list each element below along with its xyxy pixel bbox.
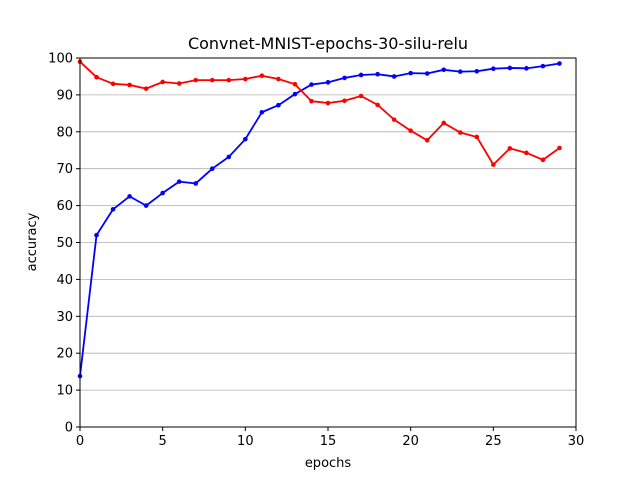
data-point	[309, 98, 314, 104]
data-point	[507, 146, 513, 151]
data-point	[540, 63, 546, 69]
x-tick-label: 10	[237, 434, 254, 449]
data-point	[292, 81, 298, 87]
data-point	[524, 150, 529, 156]
data-point	[309, 82, 314, 87]
y-tick-label: 60	[56, 199, 73, 214]
data-point	[127, 194, 132, 199]
data-point	[491, 162, 496, 167]
data-point	[193, 77, 199, 83]
data-point	[209, 166, 215, 171]
data-point	[127, 82, 132, 88]
data-point	[474, 68, 480, 74]
data-point	[441, 120, 447, 126]
x-tick-label: 15	[320, 434, 337, 449]
data-point	[226, 154, 232, 160]
data-point	[292, 91, 298, 97]
data-point	[424, 71, 430, 76]
data-point	[143, 86, 149, 91]
data-point	[474, 134, 480, 140]
data-point	[209, 77, 215, 83]
data-point	[391, 117, 397, 122]
data-point	[358, 72, 364, 78]
y-tick-label: 40	[56, 273, 73, 288]
series-line-0	[79, 62, 560, 377]
y-tick-label: 20	[56, 347, 73, 362]
data-point	[441, 67, 447, 73]
data-point	[325, 100, 331, 106]
data-point	[176, 179, 182, 184]
data-point	[491, 66, 496, 72]
data-point	[375, 71, 380, 77]
x-tick-label: 20	[402, 434, 419, 449]
x-tick-label: 5	[159, 434, 167, 449]
data-point	[325, 80, 331, 85]
data-point	[110, 206, 116, 212]
y-tick-label: 0	[65, 421, 73, 436]
data-point	[457, 69, 463, 74]
data-point	[358, 93, 364, 99]
x-tick-label: 30	[568, 434, 585, 449]
data-point	[391, 74, 397, 79]
x-tick-label: 25	[485, 434, 502, 449]
data-point	[143, 203, 149, 208]
data-point	[457, 130, 463, 135]
data-point	[557, 145, 562, 151]
data-point	[110, 81, 116, 87]
x-axis-ticks: 0 5 10 15 20 25 30	[76, 427, 584, 449]
chart-title: Convnet-MNIST-epochs-30-silu-relu	[188, 34, 468, 53]
data-point	[94, 232, 99, 238]
data-point	[176, 81, 182, 86]
data-point	[557, 61, 562, 66]
x-axis-label: epochs	[305, 456, 352, 471]
y-tick-label: 70	[56, 162, 73, 177]
y-tick-label: 30	[56, 310, 73, 325]
data-point	[342, 75, 347, 81]
data-point	[524, 66, 529, 71]
data-point	[342, 98, 347, 104]
data-point	[193, 181, 199, 186]
data-point	[160, 190, 165, 196]
y-tick-label: 10	[56, 384, 73, 399]
data-point	[243, 136, 248, 142]
y-tick-label: 80	[56, 125, 73, 140]
data-point	[226, 77, 232, 83]
data-point	[259, 109, 265, 115]
series-line-1	[79, 61, 560, 166]
y-axis-ticks: 0 10 20 30 40 50 60 70 80 90 100	[48, 52, 80, 436]
y-tick-label: 90	[56, 88, 73, 103]
data-point	[375, 102, 380, 108]
data-point	[540, 157, 546, 163]
data-point	[507, 65, 513, 71]
data-point	[160, 79, 165, 85]
data-point	[259, 73, 265, 79]
data-point	[276, 102, 281, 108]
data-point	[276, 76, 281, 82]
data-point	[408, 128, 413, 133]
data-point	[424, 137, 430, 143]
x-tick-label: 0	[76, 434, 84, 449]
series-group	[77, 59, 562, 379]
y-tick-label: 50	[56, 236, 73, 251]
y-axis-label: accuracy	[25, 212, 40, 271]
data-point	[94, 74, 99, 80]
y-tick-label: 100	[48, 52, 73, 67]
data-point	[408, 70, 413, 76]
data-point	[243, 76, 248, 82]
